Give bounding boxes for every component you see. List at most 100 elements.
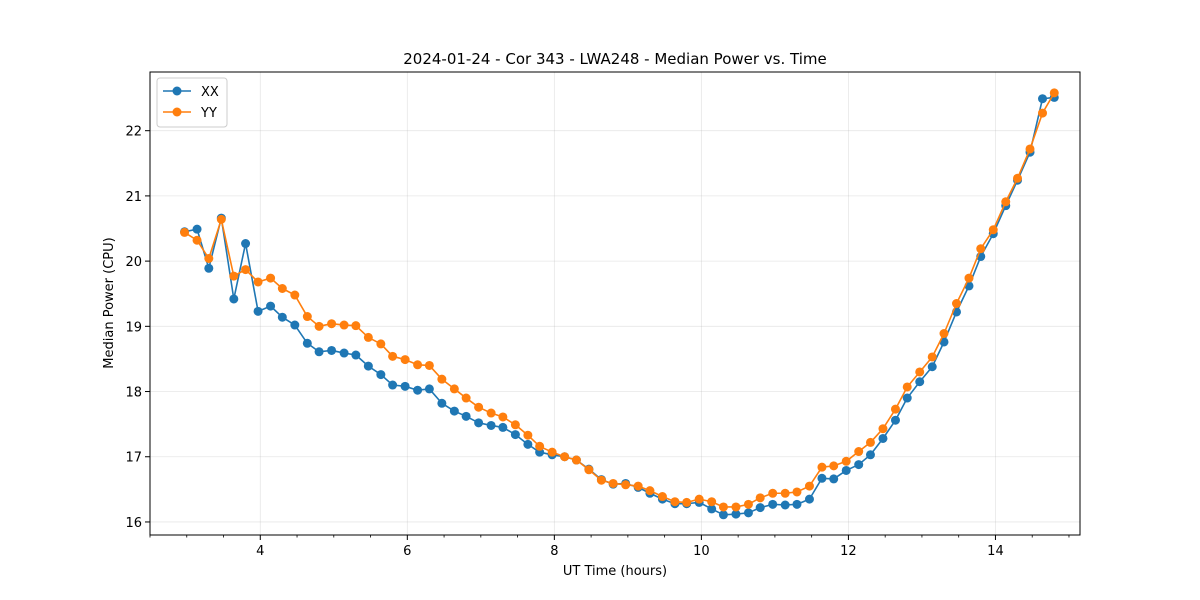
data-point-yy <box>327 319 337 329</box>
data-point-xx <box>351 350 361 360</box>
data-point-yy <box>241 265 251 275</box>
data-point-yy <box>584 465 594 475</box>
data-point-yy <box>694 494 704 504</box>
data-point-yy <box>645 486 655 496</box>
data-point-yy <box>915 367 925 377</box>
x-tick-label: 4 <box>256 544 264 559</box>
data-point-yy <box>449 384 459 394</box>
data-point-yy <box>927 352 937 362</box>
data-point-yy <box>829 461 839 471</box>
data-point-yy <box>486 408 496 418</box>
data-point-yy <box>216 214 226 224</box>
data-point-xx <box>302 338 312 348</box>
data-point-xx <box>437 398 447 408</box>
x-tick-label: 6 <box>403 544 411 559</box>
data-point-xx <box>841 465 851 475</box>
y-axis-label: Median Power (CPU) <box>102 237 117 368</box>
data-point-yy <box>902 382 912 392</box>
axis-ticks: 4 6 8 10 12 14 16 17 18 19 20 21 22 <box>125 125 1070 559</box>
data-point-xx <box>363 361 373 371</box>
data-point-yy <box>878 424 888 434</box>
y-tick-label: 19 <box>125 320 142 335</box>
data-point-xx <box>927 362 937 372</box>
data-point-yy <box>498 412 508 422</box>
y-tick-label: 20 <box>125 255 142 270</box>
data-point-yy <box>302 312 312 322</box>
data-point-yy <box>290 290 300 300</box>
data-point-yy <box>413 360 423 370</box>
data-point-xx <box>829 474 839 484</box>
y-tick-label: 17 <box>125 451 142 466</box>
data-point-yy <box>657 492 667 502</box>
data-point-yy <box>474 402 484 412</box>
data-point-yy <box>1013 173 1023 183</box>
data-point-yy <box>1001 197 1011 207</box>
data-point-yy <box>939 329 949 338</box>
data-point-yy <box>314 321 324 331</box>
data-point-xx <box>449 406 459 416</box>
data-point-yy <box>718 502 728 512</box>
data-point-yy <box>841 456 851 466</box>
data-point-yy <box>976 244 986 254</box>
data-point-xx <box>707 504 717 514</box>
data-point-yy <box>755 493 765 503</box>
data-point-yy <box>1038 108 1048 118</box>
data-point-yy <box>388 351 398 361</box>
data-point-yy <box>964 273 974 283</box>
legend-yy-label: YY <box>200 106 217 121</box>
data-point-yy <box>768 488 778 498</box>
data-point-yy <box>743 499 753 509</box>
data-point-xx <box>327 345 337 355</box>
data-point-yy <box>560 452 570 462</box>
legend-yy-marker <box>172 107 182 117</box>
data-point-xx <box>229 294 239 304</box>
data-point-yy <box>707 497 717 507</box>
data-point-yy <box>547 447 557 457</box>
data-point-yy <box>792 487 802 497</box>
x-axis-label: UT Time (hours) <box>563 564 667 579</box>
plot-frame <box>149 71 1081 536</box>
data-point-yy <box>253 277 263 287</box>
data-point-xx <box>314 347 324 357</box>
data-point-yy <box>277 284 287 293</box>
data-point-xx <box>413 385 423 395</box>
data-point-yy <box>596 475 606 485</box>
grid <box>150 72 1080 535</box>
data-point-xx <box>277 312 287 322</box>
chart-title: 2024-01-24 - Cor 343 - LWA248 - Median P… <box>403 50 827 68</box>
data-point-yy <box>988 225 998 235</box>
data-point-yy <box>339 320 349 330</box>
data-point-xx <box>780 500 790 510</box>
data-point-xx <box>768 499 778 509</box>
data-point-yy <box>571 455 581 465</box>
data-point-yy <box>780 488 790 498</box>
data-point-xx <box>890 415 900 425</box>
data-point-xx <box>755 503 765 513</box>
data-point-yy <box>400 355 410 365</box>
data-point-xx <box>902 393 912 403</box>
legend-xx-label: XX <box>201 85 219 100</box>
data-point-yy <box>682 497 692 507</box>
data-point-yy <box>424 360 434 370</box>
data-point-xx <box>792 499 802 509</box>
data-point-xx <box>865 450 875 460</box>
data-point-xx <box>854 460 864 470</box>
data-point-xx <box>474 418 484 428</box>
data-point-xx <box>486 420 496 430</box>
data-point-xx <box>1038 94 1048 104</box>
y-tick-label: 16 <box>125 516 142 531</box>
data-point-yy <box>633 481 643 491</box>
data-point-yy <box>510 420 520 430</box>
x-tick-label: 8 <box>550 544 558 559</box>
data-point-xx <box>192 224 202 234</box>
data-point-yy <box>461 393 471 403</box>
data-point-xx <box>817 473 827 483</box>
x-tick-label: 10 <box>693 544 710 559</box>
data-point-xx <box>339 348 349 358</box>
data-point-yy <box>1025 144 1035 154</box>
data-point-yy <box>608 478 618 488</box>
data-point-xx <box>424 384 434 394</box>
data-point-xx <box>915 377 925 387</box>
data-point-yy <box>854 447 864 457</box>
data-point-yy <box>535 441 545 451</box>
